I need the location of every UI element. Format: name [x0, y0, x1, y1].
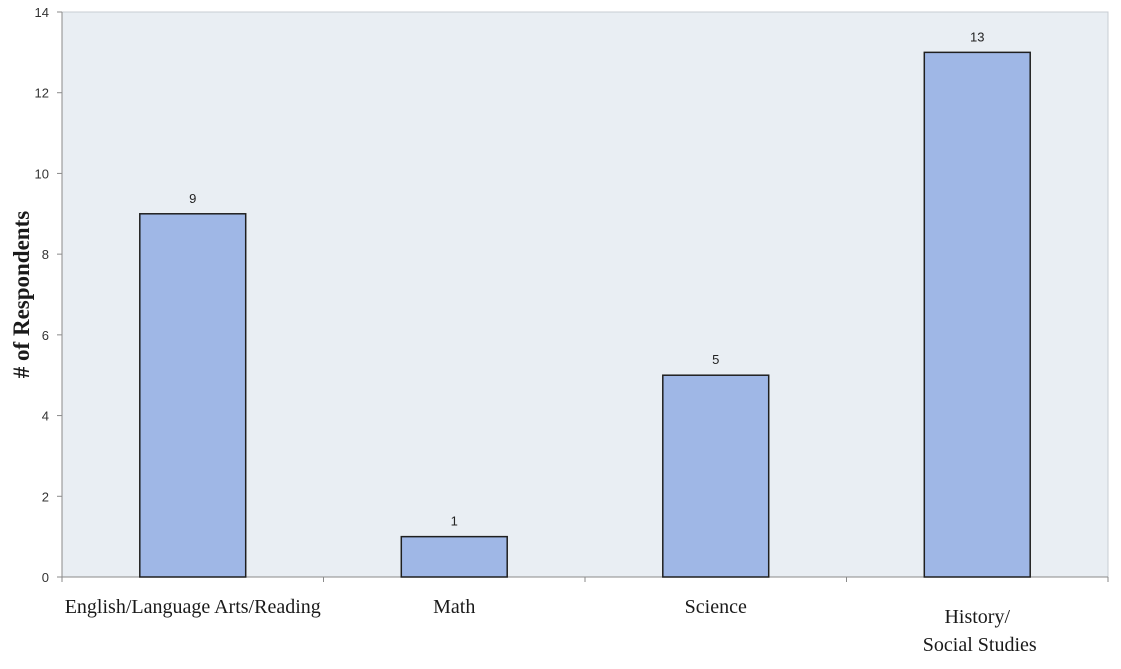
- data-label: 1: [451, 514, 458, 529]
- y-tick-label: 14: [35, 5, 49, 20]
- y-tick-label: 2: [42, 489, 49, 504]
- category-labels: English/Language Arts/Reading Math Science…: [65, 596, 1037, 656]
- bar: [400, 535, 508, 578]
- bar: [923, 51, 1031, 578]
- y-axis: 0 2 4 6 8 10 12 14: [35, 5, 63, 585]
- y-tick-label: 12: [35, 86, 49, 101]
- y-tick-label: 10: [35, 166, 49, 181]
- x-category-label: Science: [685, 596, 747, 618]
- data-label: 5: [712, 352, 719, 367]
- bar: [139, 213, 247, 578]
- data-label: 9: [189, 191, 196, 206]
- x-category-label: English/Language Arts/Reading: [65, 596, 321, 618]
- y-axis-title: # of Respondents: [9, 211, 34, 378]
- x-category-label: Math: [433, 596, 475, 618]
- y-tick-label: 4: [42, 409, 49, 424]
- y-tick-label: 6: [42, 328, 49, 343]
- data-labels: 9 1 5 13: [189, 29, 984, 528]
- data-label: 13: [970, 29, 984, 44]
- x-category-label: History/ Social Studies: [918, 606, 1037, 656]
- bar: [662, 374, 770, 578]
- bars: [139, 51, 1031, 578]
- y-tick-label: 0: [42, 570, 49, 585]
- y-tick-label: 8: [42, 247, 49, 262]
